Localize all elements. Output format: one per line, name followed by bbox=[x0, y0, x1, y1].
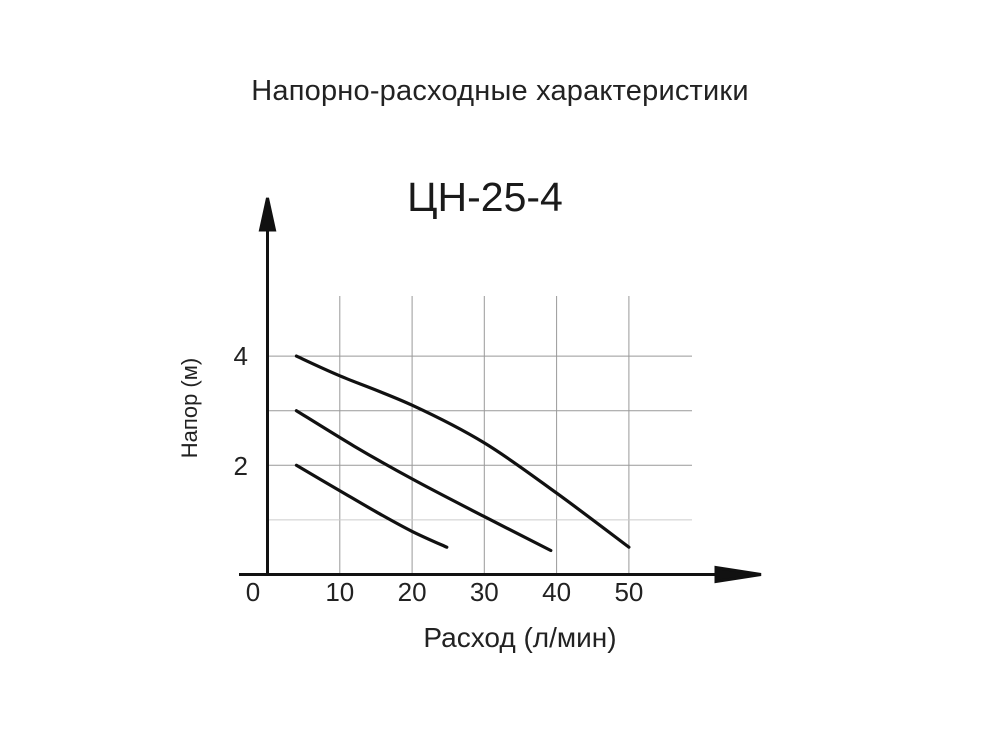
svg-text:20: 20 bbox=[398, 577, 427, 607]
svg-text:2: 2 bbox=[234, 451, 248, 481]
svg-text:10: 10 bbox=[325, 577, 354, 607]
svg-text:40: 40 bbox=[542, 577, 571, 607]
svg-text:50: 50 bbox=[614, 577, 643, 607]
svg-text:0: 0 bbox=[246, 577, 260, 607]
svg-text:30: 30 bbox=[470, 577, 499, 607]
svg-text:4: 4 bbox=[234, 341, 248, 371]
